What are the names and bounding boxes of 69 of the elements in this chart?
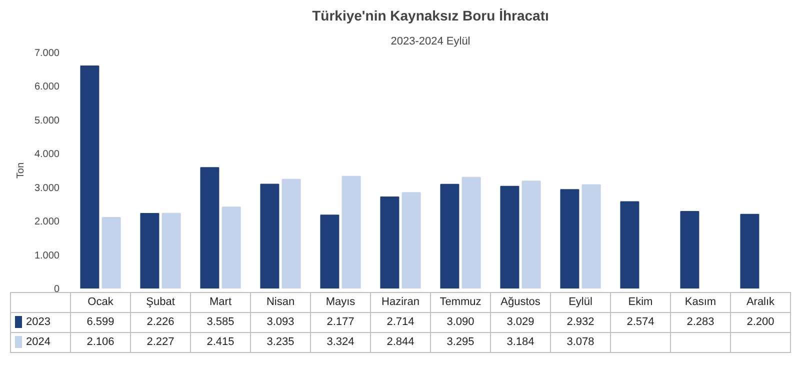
bar <box>342 176 361 288</box>
y-tick-label: 2.000 <box>34 216 60 228</box>
table-cell: 2023 <box>10 312 70 332</box>
y-tick-label: 5.000 <box>34 115 60 126</box>
category: Mayıs <box>310 292 370 312</box>
table-cell: 3.184 <box>490 332 550 352</box>
bar <box>80 66 100 288</box>
chart-subtitle: 2023-2024 Eylül <box>390 36 470 48</box>
table-cell: 3.324 <box>310 332 370 352</box>
bar <box>162 212 181 288</box>
category: Aralık <box>730 292 790 312</box>
table-cell: 2.574 <box>610 312 670 332</box>
category: Eylül <box>550 292 610 312</box>
table-cell: 2.106 <box>70 332 130 352</box>
bar <box>522 180 541 288</box>
category: Şubat <box>130 292 190 312</box>
table-cell: 6.599 <box>70 312 130 332</box>
bar <box>620 201 640 288</box>
category: Mart <box>190 292 250 312</box>
table-cell: 2.714 <box>370 312 430 332</box>
y-tick-label: 0 <box>54 284 60 295</box>
chart-title: Türkiye'nin Kaynaksız Boru İhracatı <box>312 8 549 24</box>
table-cell: 3.078 <box>550 332 610 352</box>
bar <box>402 192 421 288</box>
bar <box>222 206 241 288</box>
category: Haziran <box>370 292 430 312</box>
category: Ağustos <box>490 292 550 312</box>
bar <box>380 196 400 288</box>
category: Ocak <box>70 292 130 312</box>
table-cell: 3.029 <box>490 312 550 332</box>
category: Temmuz <box>430 292 490 312</box>
bar <box>500 186 520 288</box>
y-tick-label: 7.000 <box>34 48 60 59</box>
bar <box>440 184 460 288</box>
bar <box>260 184 280 288</box>
bar <box>282 178 301 288</box>
legend-label: 2024 <box>26 336 50 348</box>
bar <box>200 167 220 288</box>
category: Nisan <box>250 292 310 312</box>
y-tick-label: 1.000 <box>34 250 60 262</box>
y-tick-label: 6.000 <box>34 82 60 93</box>
bar <box>140 212 160 288</box>
category: Kasım <box>670 292 730 312</box>
table-cell: 3.093 <box>250 312 310 332</box>
bar <box>582 184 601 288</box>
y-axis-title: Ton <box>15 162 26 179</box>
table-cell: 2.844 <box>370 332 430 352</box>
bar <box>320 214 340 288</box>
table-cell: 2.415 <box>190 332 250 352</box>
table-cell: 2.283 <box>670 312 730 332</box>
table-cell: 2.226 <box>130 312 190 332</box>
bar <box>740 214 760 288</box>
bar <box>462 176 481 288</box>
y-tick-label: 4.000 <box>34 149 60 160</box>
table-cell: 2.177 <box>310 312 370 332</box>
table-cell: 2.932 <box>550 312 610 332</box>
table-cell: 3.090 <box>430 312 490 332</box>
table-cell: 2.200 <box>730 312 790 332</box>
legend-label: 2023 <box>26 316 50 328</box>
bar <box>680 211 700 288</box>
category: Ekim <box>610 292 670 312</box>
table-cell: 3.585 <box>190 312 250 332</box>
table-cell: 3.235 <box>250 332 310 352</box>
bar <box>102 217 121 288</box>
table-cell: 3.295 <box>430 332 490 352</box>
y-tick-label: 3.000 <box>34 182 60 194</box>
table-cell: 2024 <box>10 332 70 352</box>
table-cell: 2.227 <box>130 332 190 352</box>
bar <box>560 189 580 288</box>
